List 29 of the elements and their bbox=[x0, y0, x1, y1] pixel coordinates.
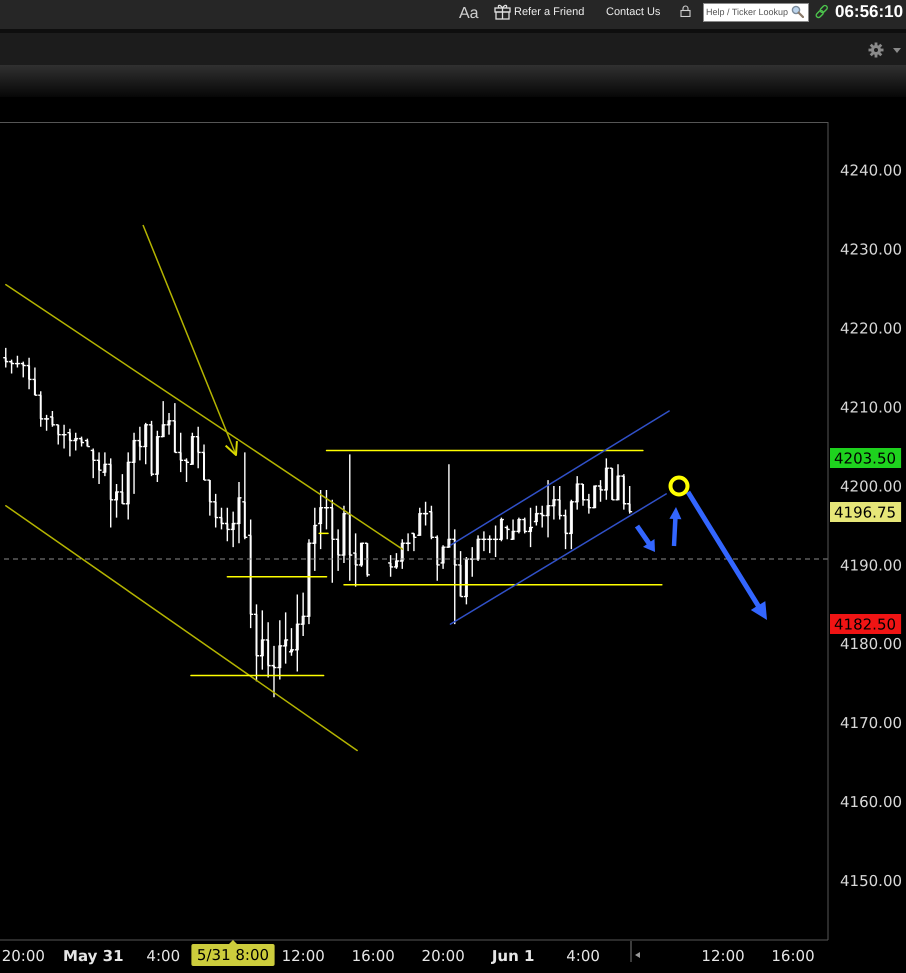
x-tick-label: 20:00 bbox=[2, 947, 45, 965]
x-tick-label: 16:00 bbox=[771, 947, 815, 965]
y-tick-label: 4150.00 bbox=[840, 872, 902, 890]
text: 4203.50 bbox=[834, 450, 896, 468]
y-tick-label: 4210.00 bbox=[840, 398, 902, 416]
y-tick-label: 4170.00 bbox=[840, 714, 902, 732]
y-tick-label: 4160.00 bbox=[840, 793, 902, 812]
y-tick-label: 4240.00 bbox=[840, 161, 902, 180]
text: 06:56:10 bbox=[835, 2, 904, 22]
x-tick-label: 20:00 bbox=[422, 947, 465, 965]
text: Aa bbox=[459, 4, 479, 24]
x-tick-label: Jun 1 bbox=[490, 947, 534, 965]
y-tick-label: 4230.00 bbox=[840, 240, 902, 258]
x-tick-label: 12:00 bbox=[701, 947, 745, 965]
y-tick-label: 4190.00 bbox=[840, 556, 902, 574]
text: Refer a Friend bbox=[514, 6, 584, 20]
x-tick-label: 12:00 bbox=[282, 947, 325, 965]
x-tick-label: 4:00 bbox=[146, 947, 180, 965]
text: 4182.50 bbox=[834, 616, 896, 634]
text: Contact Us bbox=[606, 6, 660, 20]
text: 4196.75 bbox=[834, 504, 896, 522]
y-tick-label: 4220.00 bbox=[840, 319, 902, 338]
x-tick-label: 16:00 bbox=[352, 947, 395, 965]
x-tick-label: 4:00 bbox=[566, 947, 600, 965]
text: 5/31 8:00 bbox=[196, 946, 270, 964]
x-tick-label: May 31 bbox=[63, 947, 124, 965]
y-tick-label: 4200.00 bbox=[840, 477, 902, 496]
y-tick-label: 4180.00 bbox=[840, 635, 902, 654]
text: Help / Ticker Lookup bbox=[706, 7, 788, 18]
